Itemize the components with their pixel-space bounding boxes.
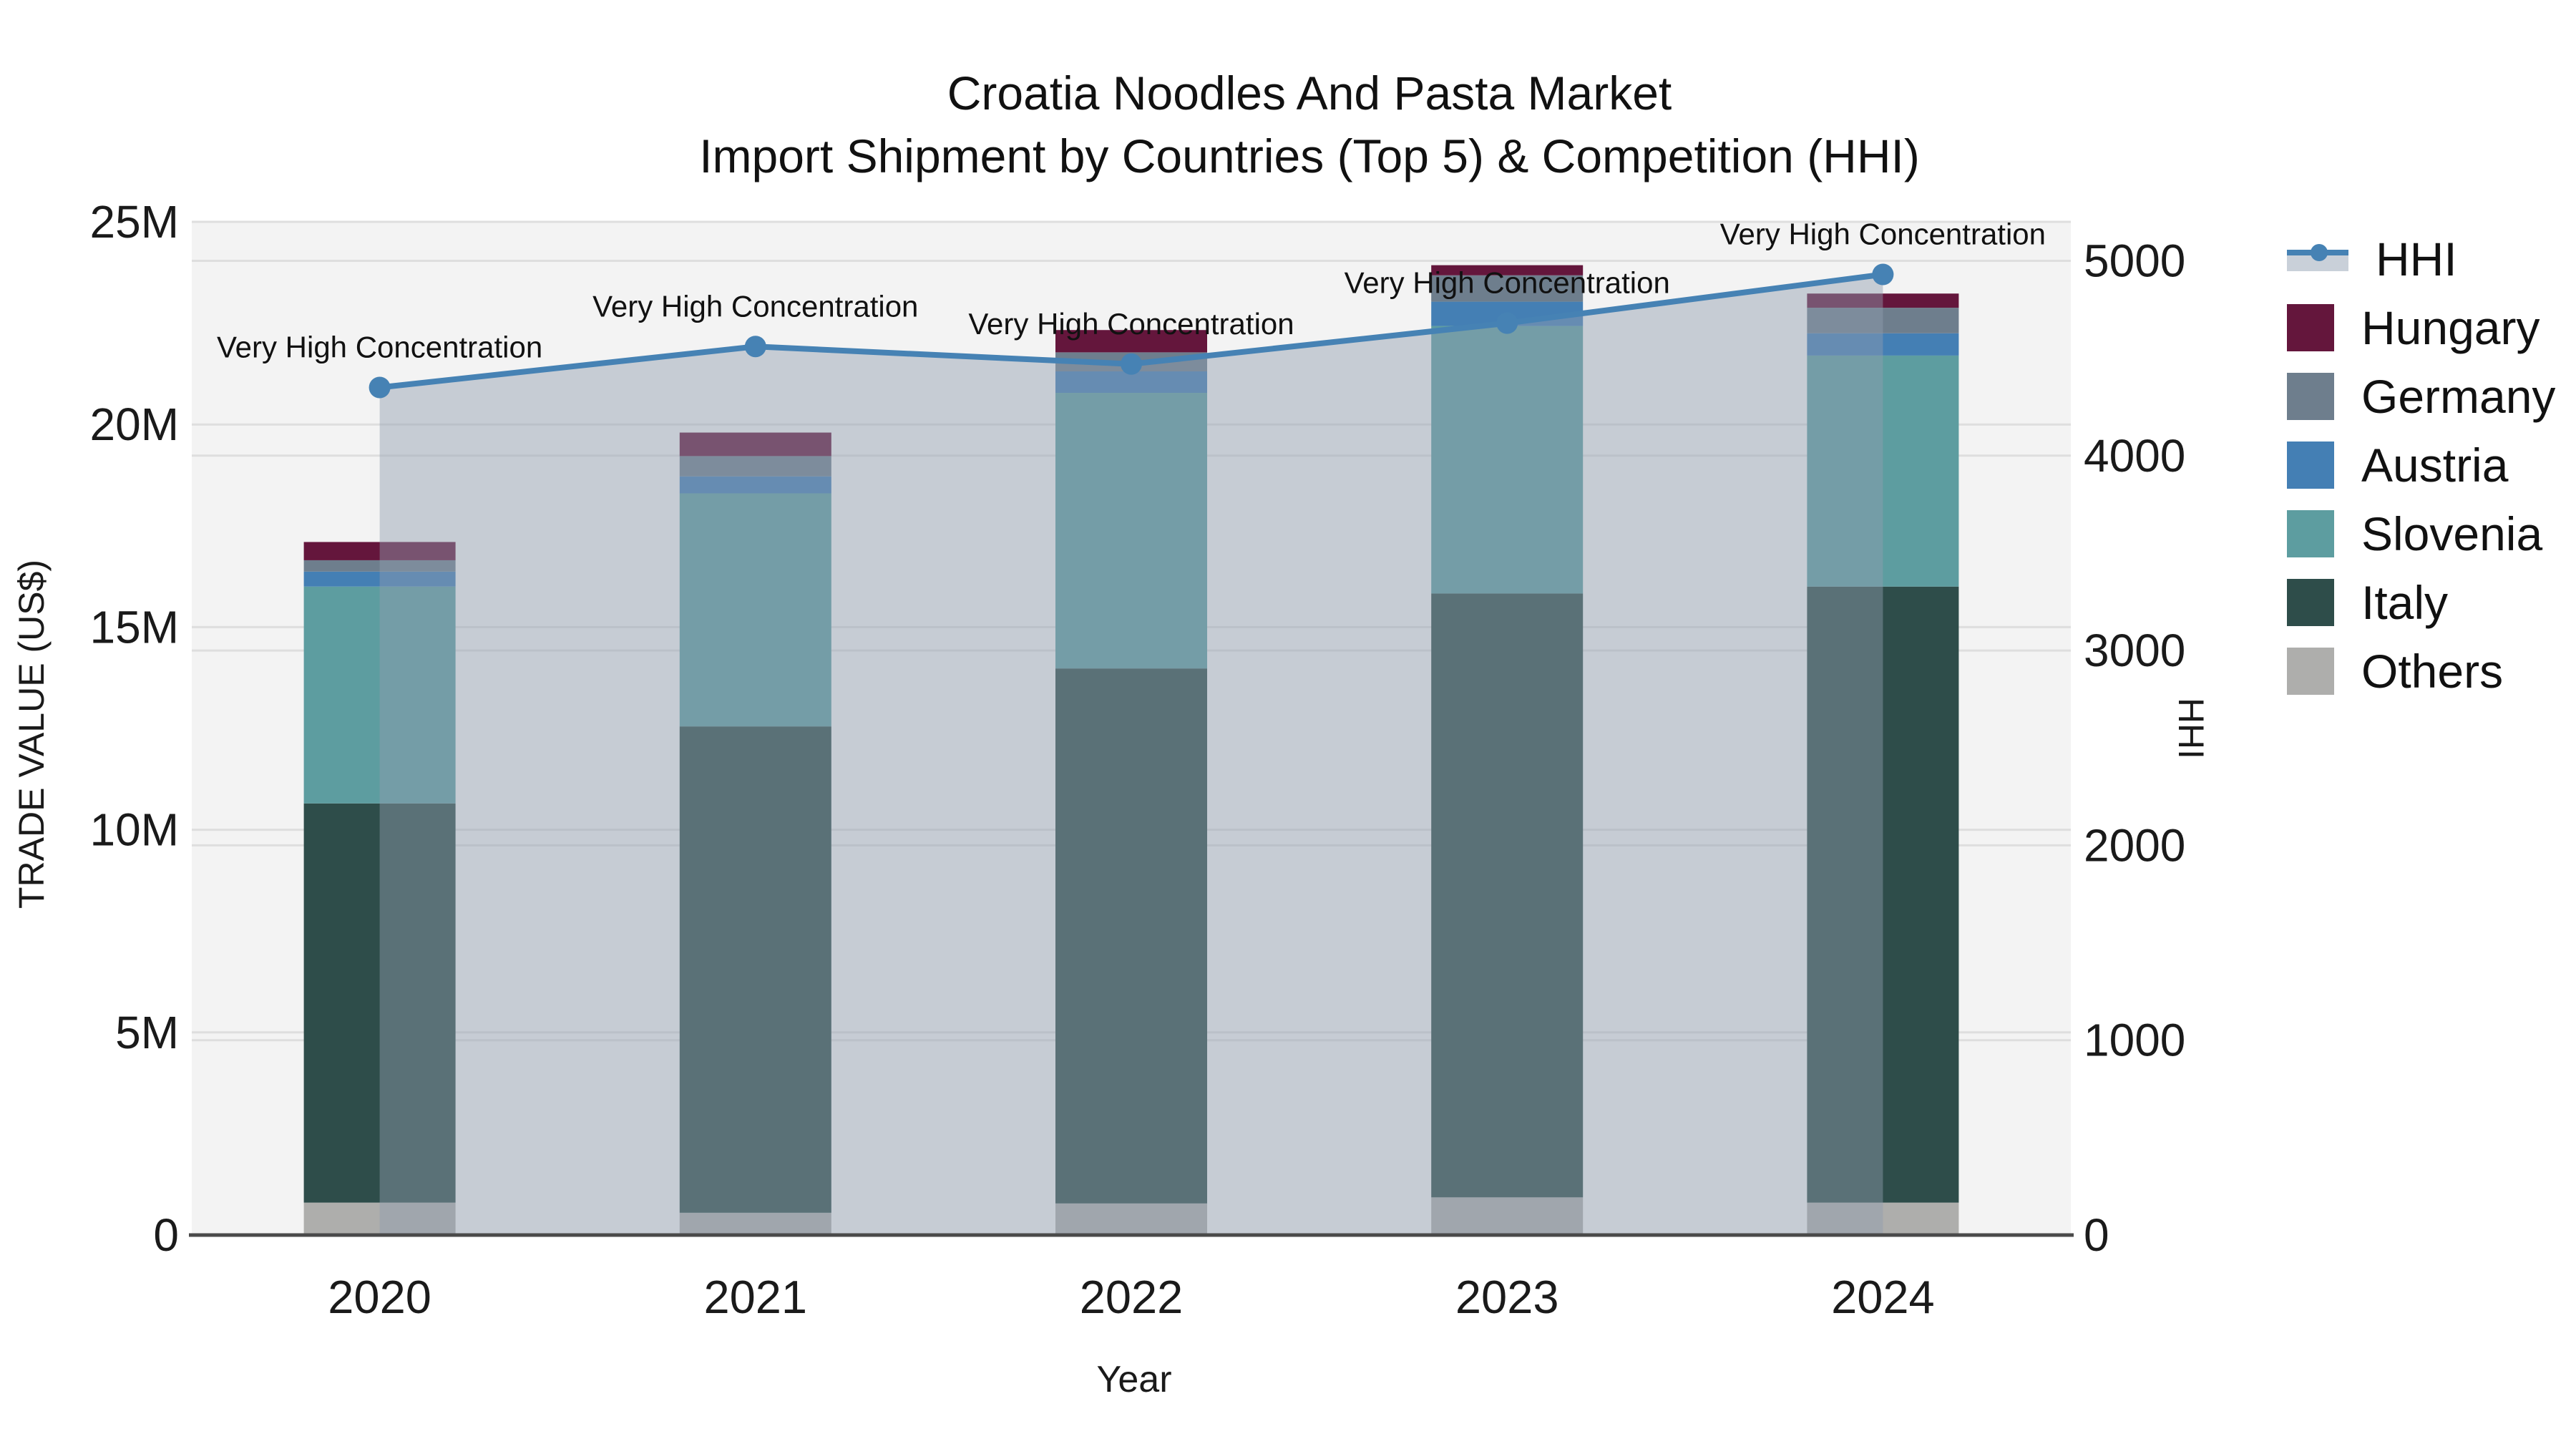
bar-segment-germany-2021 xyxy=(679,456,831,477)
bar-segment-others-2021 xyxy=(679,1212,831,1235)
legend-item-austria[interactable]: Austria xyxy=(2287,436,2555,494)
legend-label-germany: Germany xyxy=(2361,370,2556,423)
bar-segment-hungary-2022 xyxy=(1055,330,1207,353)
annotation-2024: Very High Concentration xyxy=(1720,218,2046,251)
hhi-area xyxy=(379,274,1883,1235)
italy-swatch-icon xyxy=(2287,579,2334,626)
x-axis-title: Year xyxy=(1096,1359,1172,1400)
left-tick-25M: 25M xyxy=(90,196,180,248)
legend-label-others: Others xyxy=(2361,645,2504,698)
left-tick-15M: 15M xyxy=(90,601,180,653)
hhi-marker-2022 xyxy=(1121,353,1142,375)
austria-swatch-icon xyxy=(2287,441,2334,489)
left-tick-10M: 10M xyxy=(90,804,180,856)
x-tick-2022: 2022 xyxy=(1080,1271,1184,1323)
right-tick-1000: 1000 xyxy=(2084,1015,2185,1066)
others-swatch-icon xyxy=(2287,648,2334,695)
annotation-2022: Very High Concentration xyxy=(968,307,1294,341)
legend-item-others[interactable]: Others xyxy=(2287,643,2555,700)
bar-segment-others-2022 xyxy=(1055,1203,1207,1235)
bar-segment-austria-2022 xyxy=(1055,371,1207,394)
bar-segment-hungary-2020 xyxy=(303,542,456,560)
hhi-marker-2023 xyxy=(1496,312,1518,334)
bar-segment-others-2020 xyxy=(303,1202,456,1235)
right-tick-2000: 2000 xyxy=(2084,819,2185,871)
left-axis-title: TRADE VALUE (US$) xyxy=(11,559,52,909)
bar-segment-hungary-2024 xyxy=(1807,293,1959,308)
hhi-marker-2024 xyxy=(1872,263,1894,286)
x-tick-2020: 2020 xyxy=(328,1271,431,1323)
left-tick-5M: 5M xyxy=(115,1007,179,1058)
x-tick-2021: 2021 xyxy=(703,1271,807,1323)
bar-segment-slovenia-2021 xyxy=(679,493,831,727)
hhi-marker-swatch xyxy=(2311,244,2328,261)
right-tick-0: 0 xyxy=(2084,1209,2109,1261)
bar-segment-slovenia-2020 xyxy=(303,586,456,804)
hungary-swatch-icon xyxy=(2287,304,2334,351)
bar-segment-italy-2022 xyxy=(1055,668,1207,1204)
bar-segment-austria-2021 xyxy=(679,476,831,494)
legend-label-hhi: HHI xyxy=(2376,233,2457,286)
legend-item-italy[interactable]: Italy xyxy=(2287,574,2555,631)
bar-segment-slovenia-2022 xyxy=(1055,393,1207,669)
right-tick-4000: 4000 xyxy=(2084,430,2185,482)
right-axis-title: HHI xyxy=(2171,697,2211,760)
chart-title-line1: Croatia Noodles And Pasta Market xyxy=(947,67,1672,119)
x-tick-2024: 2024 xyxy=(1831,1271,1935,1323)
bar-segment-others-2024 xyxy=(1807,1202,1959,1235)
bar-segment-austria-2020 xyxy=(303,571,456,587)
slovenia-swatch-icon xyxy=(2287,510,2334,557)
left-tick-0: 0 xyxy=(153,1209,179,1261)
legend-label-slovenia: Slovenia xyxy=(2361,507,2543,560)
legend-label-hungary: Hungary xyxy=(2361,301,2540,354)
bar-segment-italy-2023 xyxy=(1431,593,1584,1198)
annotation-2021: Very High Concentration xyxy=(592,289,918,323)
right-tick-3000: 3000 xyxy=(2084,625,2185,676)
legend-item-slovenia[interactable]: Slovenia xyxy=(2287,505,2555,562)
left-tick-20M: 20M xyxy=(90,399,180,450)
chart-title-line2: Import Shipment by Countries (Top 5) & C… xyxy=(699,130,1920,182)
right-tick-5000: 5000 xyxy=(2084,235,2185,286)
bar-segment-germany-2023 xyxy=(1431,275,1584,302)
bar-segment-slovenia-2023 xyxy=(1431,326,1584,594)
bar-segment-germany-2024 xyxy=(1807,308,1959,333)
bar-segment-italy-2021 xyxy=(679,726,831,1213)
annotation-2023: Very High Concentration xyxy=(1345,266,1670,300)
legend: HHI Hungary Germany Austria Slovenia Ita… xyxy=(2287,230,2555,700)
x-tick-2023: 2023 xyxy=(1455,1271,1559,1323)
bar-segment-italy-2024 xyxy=(1807,586,1959,1203)
annotation-2020: Very High Concentration xyxy=(217,330,542,364)
legend-label-italy: Italy xyxy=(2361,576,2449,629)
bar-segment-others-2023 xyxy=(1431,1197,1584,1235)
legend-label-austria: Austria xyxy=(2361,439,2509,492)
bar-segment-italy-2020 xyxy=(303,803,456,1203)
hhi-marker-2021 xyxy=(744,336,766,358)
bar-segment-hungary-2023 xyxy=(1431,265,1584,275)
legend-item-germany[interactable]: Germany xyxy=(2287,368,2555,425)
bar-segment-austria-2024 xyxy=(1807,333,1959,356)
bar-segment-hungary-2021 xyxy=(679,432,831,457)
bar-segment-germany-2020 xyxy=(303,560,456,572)
bar-segment-slovenia-2024 xyxy=(1807,355,1959,587)
hhi-line-swatch-icon xyxy=(2287,235,2348,283)
legend-item-hhi[interactable]: HHI xyxy=(2287,230,2555,288)
legend-item-hungary[interactable]: Hungary xyxy=(2287,299,2555,356)
hhi-marker-2020 xyxy=(369,376,391,399)
germany-swatch-icon xyxy=(2287,373,2334,420)
